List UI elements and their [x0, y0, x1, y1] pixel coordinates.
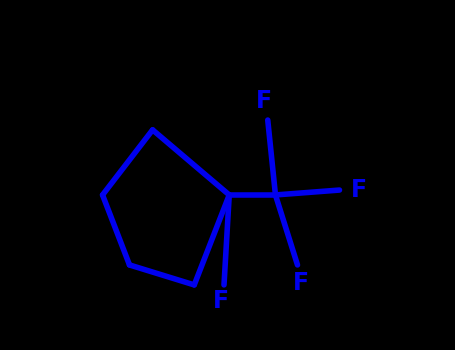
Text: F: F	[256, 90, 272, 113]
Text: F: F	[351, 178, 367, 202]
Text: F: F	[293, 272, 309, 295]
Text: F: F	[212, 289, 228, 313]
